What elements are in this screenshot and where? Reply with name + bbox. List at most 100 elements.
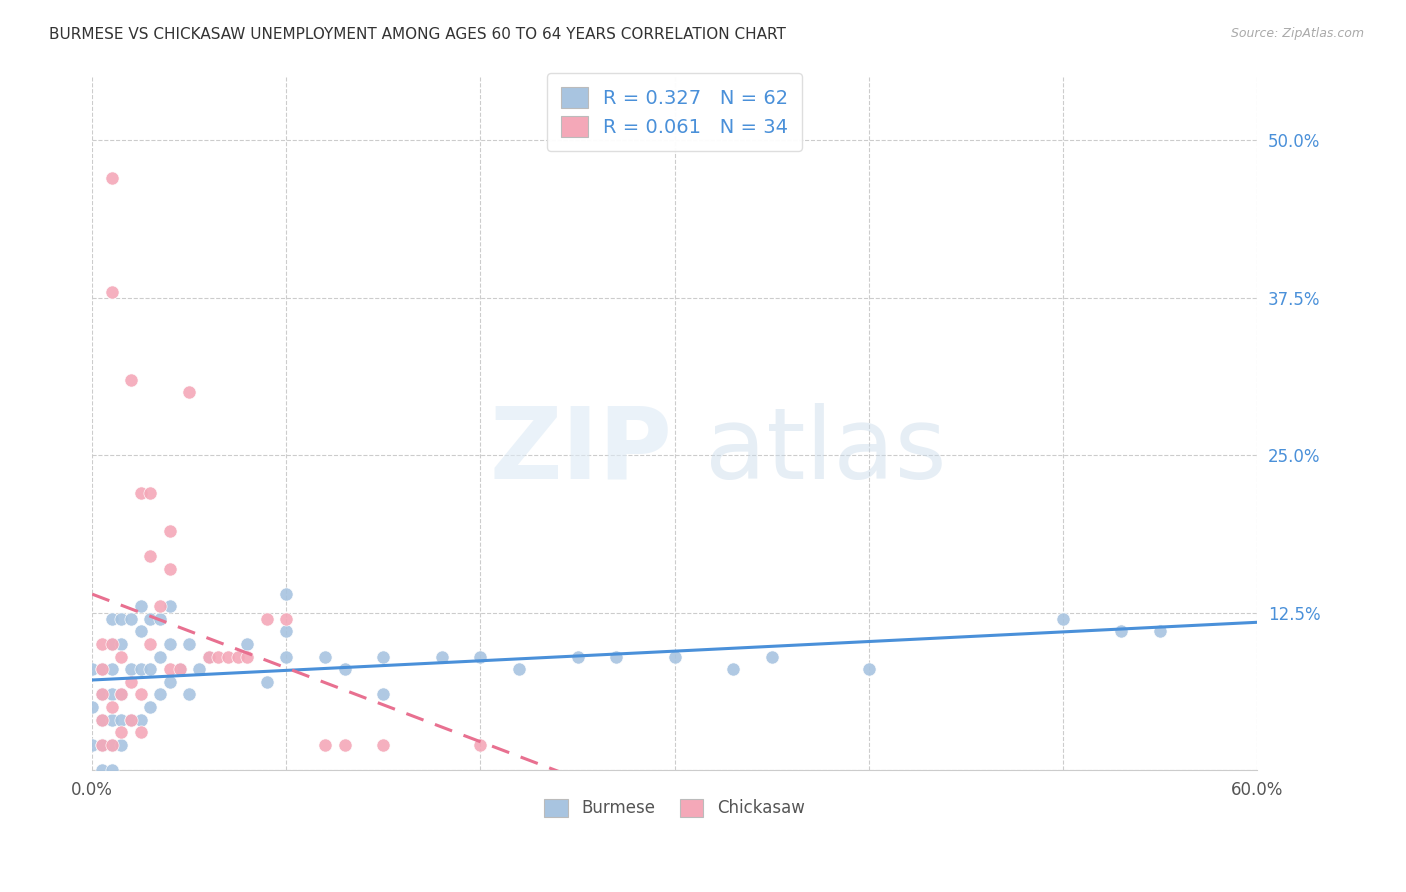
Point [90, 763, 112, 777]
Point [139, 662, 162, 676]
Point [100, 763, 122, 777]
Point [236, 637, 259, 651]
Text: BURMESE VS CHICKASAW UNEMPLOYMENT AMONG AGES 60 TO 64 YEARS CORRELATION CHART: BURMESE VS CHICKASAW UNEMPLOYMENT AMONG … [49, 27, 786, 42]
Point [605, 649, 627, 664]
Point [149, 612, 172, 626]
Point [139, 612, 162, 626]
Point [120, 662, 142, 676]
Point [100, 738, 122, 752]
Text: ZIP: ZIP [489, 403, 673, 500]
Point [276, 612, 298, 626]
Point [100, 637, 122, 651]
Point [188, 662, 211, 676]
Point [90, 738, 112, 752]
Point [110, 713, 132, 727]
Point [129, 713, 152, 727]
Text: atlas: atlas [706, 403, 946, 500]
Point [110, 612, 132, 626]
Point [179, 637, 201, 651]
Point [100, 688, 122, 702]
Point [100, 713, 122, 727]
Point [226, 649, 249, 664]
Point [159, 674, 181, 689]
Point [159, 637, 181, 651]
Point [149, 649, 172, 664]
Legend: Burmese, Chickasaw: Burmese, Chickasaw [538, 792, 811, 824]
Point [90, 662, 112, 676]
Point [373, 738, 395, 752]
Point [100, 738, 122, 752]
Point [120, 674, 142, 689]
Point [470, 738, 492, 752]
Point [149, 599, 172, 614]
Point [100, 285, 122, 299]
Point [90, 688, 112, 702]
Point [100, 662, 122, 676]
Point [197, 649, 219, 664]
Point [373, 649, 395, 664]
Text: Source: ZipAtlas.com: Source: ZipAtlas.com [1230, 27, 1364, 40]
Point [120, 713, 142, 727]
Point [129, 725, 152, 739]
Point [159, 662, 181, 676]
Point [159, 561, 181, 575]
Point [82, 662, 104, 676]
Point [761, 649, 783, 664]
Point [90, 688, 112, 702]
Point [1052, 612, 1074, 626]
Point [159, 599, 181, 614]
Point [82, 738, 104, 752]
Point [169, 662, 191, 676]
Point [664, 649, 686, 664]
Point [100, 612, 122, 626]
Point [82, 700, 104, 714]
Point [314, 649, 336, 664]
Point [90, 713, 112, 727]
Point [276, 649, 298, 664]
Point [858, 662, 880, 676]
Point [120, 373, 142, 387]
Point [120, 713, 142, 727]
Point [159, 524, 181, 538]
Point [129, 662, 152, 676]
Point [207, 649, 229, 664]
Point [236, 649, 259, 664]
Point [179, 385, 201, 400]
Point [129, 624, 152, 639]
Point [1149, 624, 1171, 639]
Point [430, 649, 453, 664]
Point [100, 171, 122, 186]
Point [129, 486, 152, 500]
Point [721, 662, 744, 676]
Point [139, 700, 162, 714]
Point [90, 637, 112, 651]
Point [110, 637, 132, 651]
Point [276, 587, 298, 601]
Point [100, 637, 122, 651]
Point [314, 738, 336, 752]
Point [197, 649, 219, 664]
Point [333, 738, 356, 752]
Point [90, 713, 112, 727]
Point [276, 624, 298, 639]
Point [139, 637, 162, 651]
Point [1109, 624, 1132, 639]
Point [110, 688, 132, 702]
Point [90, 738, 112, 752]
Point [470, 649, 492, 664]
Point [129, 688, 152, 702]
Point [139, 549, 162, 563]
Point [90, 662, 112, 676]
Point [110, 725, 132, 739]
Point [110, 649, 132, 664]
Point [129, 599, 152, 614]
Point [110, 688, 132, 702]
Point [120, 612, 142, 626]
Point [139, 486, 162, 500]
Point [149, 688, 172, 702]
Point [567, 649, 589, 664]
Point [508, 662, 530, 676]
Point [179, 688, 201, 702]
Point [256, 612, 278, 626]
Point [169, 662, 191, 676]
